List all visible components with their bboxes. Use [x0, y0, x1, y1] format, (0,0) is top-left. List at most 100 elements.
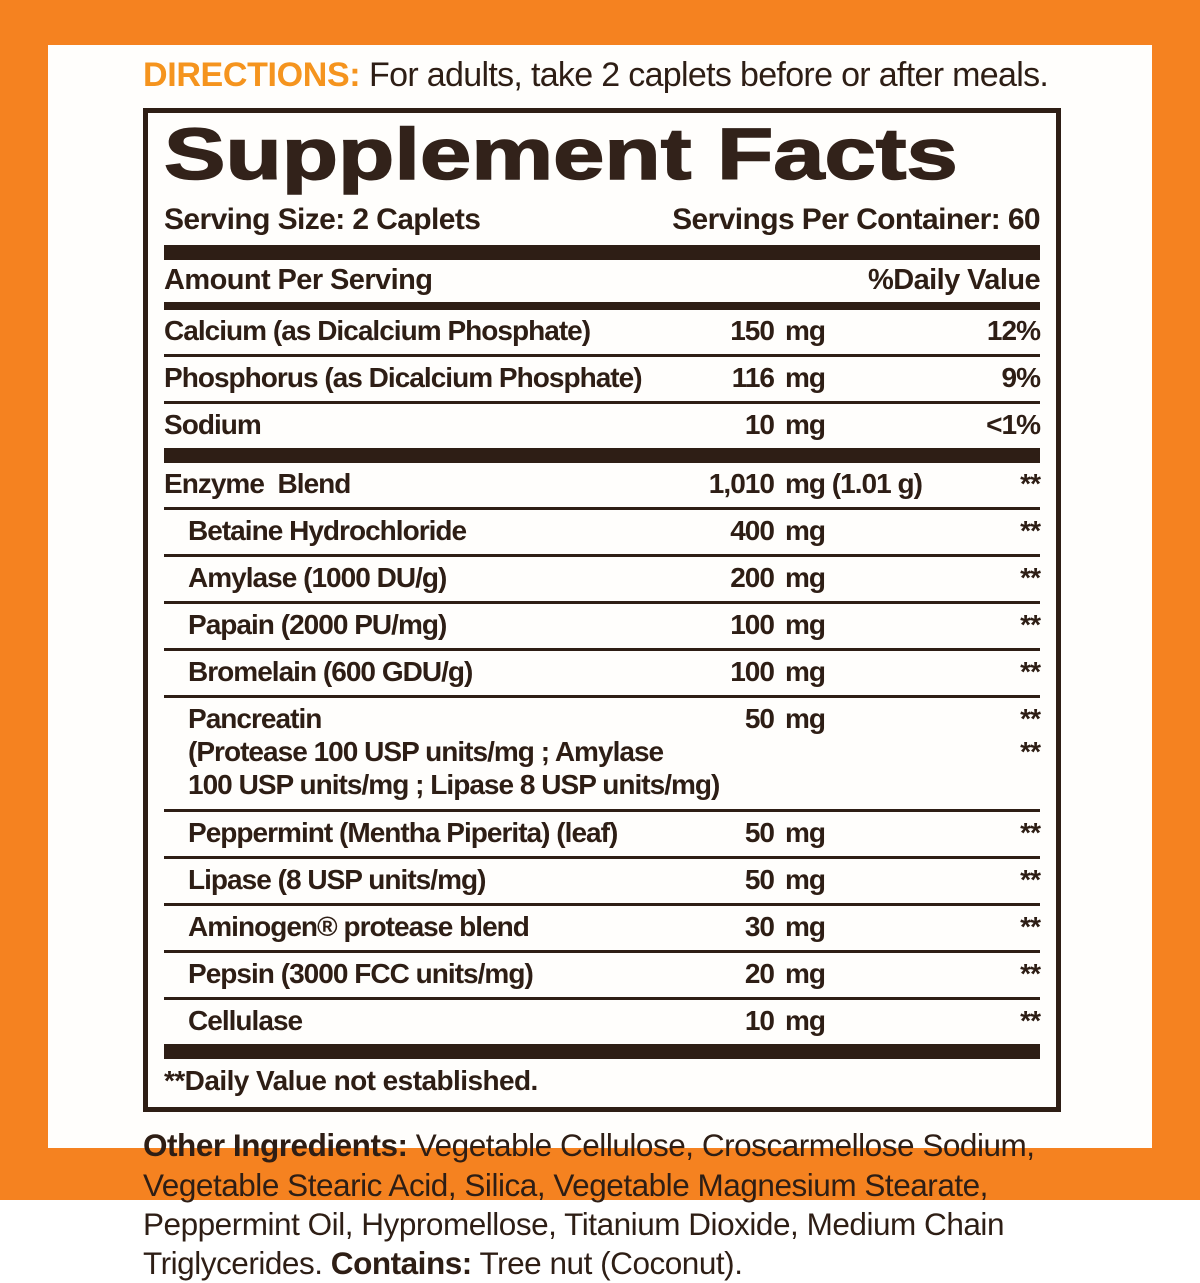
ingredient-unit: mg: [785, 864, 826, 896]
ingredient-unit: mg: [785, 817, 826, 849]
ingredient-amount: 10: [744, 409, 775, 441]
ingredient-amount-cell: 50 mg: [670, 817, 922, 849]
ingredient-daily-value: **: [1020, 703, 1041, 735]
ingredient-daily-value: **: [1020, 817, 1041, 849]
ingredient-name: Calcium (as Dicalcium Phosphate): [164, 315, 591, 347]
ingredient-amount: 50: [744, 817, 775, 849]
daily-value-footnote: **Daily Value not established.: [164, 1065, 538, 1097]
ingredient-unit: mg: [785, 409, 826, 441]
ingredient-amount-cell: 20 mg: [670, 958, 922, 990]
panel-title-text: Supplement Facts: [163, 115, 959, 196]
ingredient-amount-cell: 50 mg: [670, 703, 922, 735]
ingredient-unit: mg: [785, 362, 826, 394]
ingredient-name: Enzyme Blend: [164, 468, 351, 500]
ingredient-amount: 1,010: [708, 468, 775, 500]
ingredient-name: Papain (2000 PU/mg): [188, 609, 447, 641]
ingredient-amount: 150: [730, 315, 775, 347]
table-row: Pepsin (3000 FCC units/mg) 20 mg **: [164, 950, 1041, 997]
ingredient-amount-cell: 150 mg: [670, 315, 922, 347]
ingredient-daily-value: 9%: [1001, 362, 1040, 394]
directions-text: For adults, take 2 caplets before or aft…: [360, 56, 1049, 94]
ingredient-name: Pancreatin: [188, 703, 322, 735]
ingredient-amount-cell: 400 mg: [670, 515, 922, 547]
serving-row: Serving Size: 2 Caplets Servings Per Con…: [164, 199, 1041, 245]
ingredient-daily-value: **: [1020, 562, 1041, 594]
table-row: Betaine Hydrochloride 400 mg **: [164, 507, 1041, 554]
table-row: Cellulase 10 mg **: [164, 997, 1041, 1044]
table-row: Calcium (as Dicalcium Phosphate) 150 mg …: [164, 310, 1041, 354]
ingredient-name: Lipase (8 USP units/mg): [188, 864, 486, 896]
divider-medium: [164, 302, 1040, 311]
ingredient-name: Phosphorus (as Dicalcium Phosphate): [164, 362, 643, 394]
ingredient-amount: 200: [730, 562, 775, 594]
ingredient-amount: 400: [730, 515, 775, 547]
directions-line: DIRECTIONS: For adults, take 2 caplets b…: [143, 56, 1061, 94]
table-row: Lipase (8 USP units/mg) 50 mg **: [164, 856, 1041, 903]
ingredient-amount: 50: [744, 864, 775, 896]
servings-per-container: Servings Per Container: 60: [672, 203, 1040, 237]
ingredient-unit: mg: [785, 958, 826, 990]
ingredient-amount-cell: 100 mg: [670, 609, 922, 641]
ingredient-name: Betaine Hydrochloride: [188, 515, 467, 547]
ingredient-amount: 100: [730, 609, 775, 641]
ingredient-amount-cell: 1,010 mg (1.01 g): [670, 468, 923, 500]
ingredient-unit: mg: [785, 703, 826, 735]
ingredient-daily-value: **: [1020, 864, 1041, 896]
divider-thick: [164, 448, 1040, 464]
ingredient-daily-value: **: [1020, 911, 1041, 943]
ingredient-amount: 20: [744, 958, 775, 990]
divider-thick: [164, 1044, 1040, 1060]
ingredient-daily-value: <1%: [986, 409, 1041, 441]
table-row: Sodium 10 mg <1%: [164, 401, 1041, 448]
ingredient-name: Aminogen® protease blend: [188, 911, 530, 943]
other-ingredients-label: Other Ingredients:: [143, 1127, 408, 1164]
table-row-continuation: 100 USP units/mg ; Lipase 8 USP units/mg…: [164, 768, 1040, 809]
table-row: Amylase (1000 DU/g) 200 mg **: [164, 554, 1041, 601]
ingredient-name: Cellulase: [188, 1005, 303, 1037]
ingredient-amount: 30: [744, 911, 775, 943]
ingredient-daily-value: **: [1020, 958, 1041, 990]
table-row: Bromelain (600 GDU/g) 100 mg **: [164, 648, 1041, 695]
directions-label: DIRECTIONS:: [143, 56, 361, 94]
daily-value-header: %Daily Value: [868, 264, 1041, 297]
serving-size: Serving Size: 2 Caplets: [164, 203, 481, 237]
ingredient-amount: 10: [744, 1005, 775, 1037]
contains-label: Contains:: [330, 1244, 472, 1281]
other-ingredients: Other Ingredients: Vegetable Cellulose, …: [143, 1126, 1065, 1282]
ingredient-unit: mg: [785, 315, 826, 347]
panel-title: Supplement Facts: [163, 115, 1040, 199]
table-row: Pancreatin 50 mg **: [164, 695, 1041, 735]
ingredient-unit: mg (1.01 g): [784, 468, 923, 500]
ingredient-detail: 100 USP units/mg ; Lipase 8 USP units/mg…: [188, 769, 720, 801]
ingredient-unit: mg: [785, 515, 826, 547]
ingredient-amount-cell: 10 mg: [670, 409, 922, 441]
ingredient-name: Peppermint (Mentha Piperita) (leaf): [188, 817, 618, 849]
ingredient-amount-cell: 50 mg: [670, 864, 922, 896]
contains-text: Tree nut (Coconut).: [471, 1244, 743, 1281]
divider-thick: [164, 245, 1040, 261]
table-header-row: Amount Per Serving %Daily Value: [164, 260, 1041, 302]
table-row-continuation: (Protease 100 USP units/mg ; Amylase **: [164, 735, 1041, 768]
ingredient-unit: mg: [785, 911, 826, 943]
ingredient-daily-value: 12%: [986, 315, 1041, 347]
ingredient-amount-cell: 100 mg: [670, 656, 922, 688]
ingredient-amount-cell: 116 mg: [670, 362, 922, 394]
ingredient-daily-value: **: [1020, 468, 1041, 500]
table-row: Peppermint (Mentha Piperita) (leaf) 50 m…: [164, 809, 1041, 856]
ingredient-unit: mg: [785, 1005, 826, 1037]
ingredient-daily-value: **: [1020, 609, 1041, 641]
ingredient-amount: 100: [730, 656, 775, 688]
ingredient-unit: mg: [785, 609, 826, 641]
table-row: Phosphorus (as Dicalcium Phosphate) 116 …: [164, 354, 1041, 401]
ingredient-daily-value: **: [1020, 515, 1041, 547]
ingredient-name: Bromelain (600 GDU/g): [188, 656, 473, 688]
ingredient-daily-value: **: [1020, 1005, 1041, 1037]
table-row: Aminogen® protease blend 30 mg **: [164, 903, 1041, 950]
ingredient-name: Pepsin (3000 FCC units/mg): [188, 958, 534, 990]
ingredient-daily-value: **: [1020, 736, 1041, 768]
ingredient-unit: mg: [785, 656, 826, 688]
ingredient-amount: 116: [731, 362, 775, 394]
ingredient-daily-value: **: [1020, 656, 1041, 688]
ingredient-name: Sodium: [164, 409, 262, 441]
